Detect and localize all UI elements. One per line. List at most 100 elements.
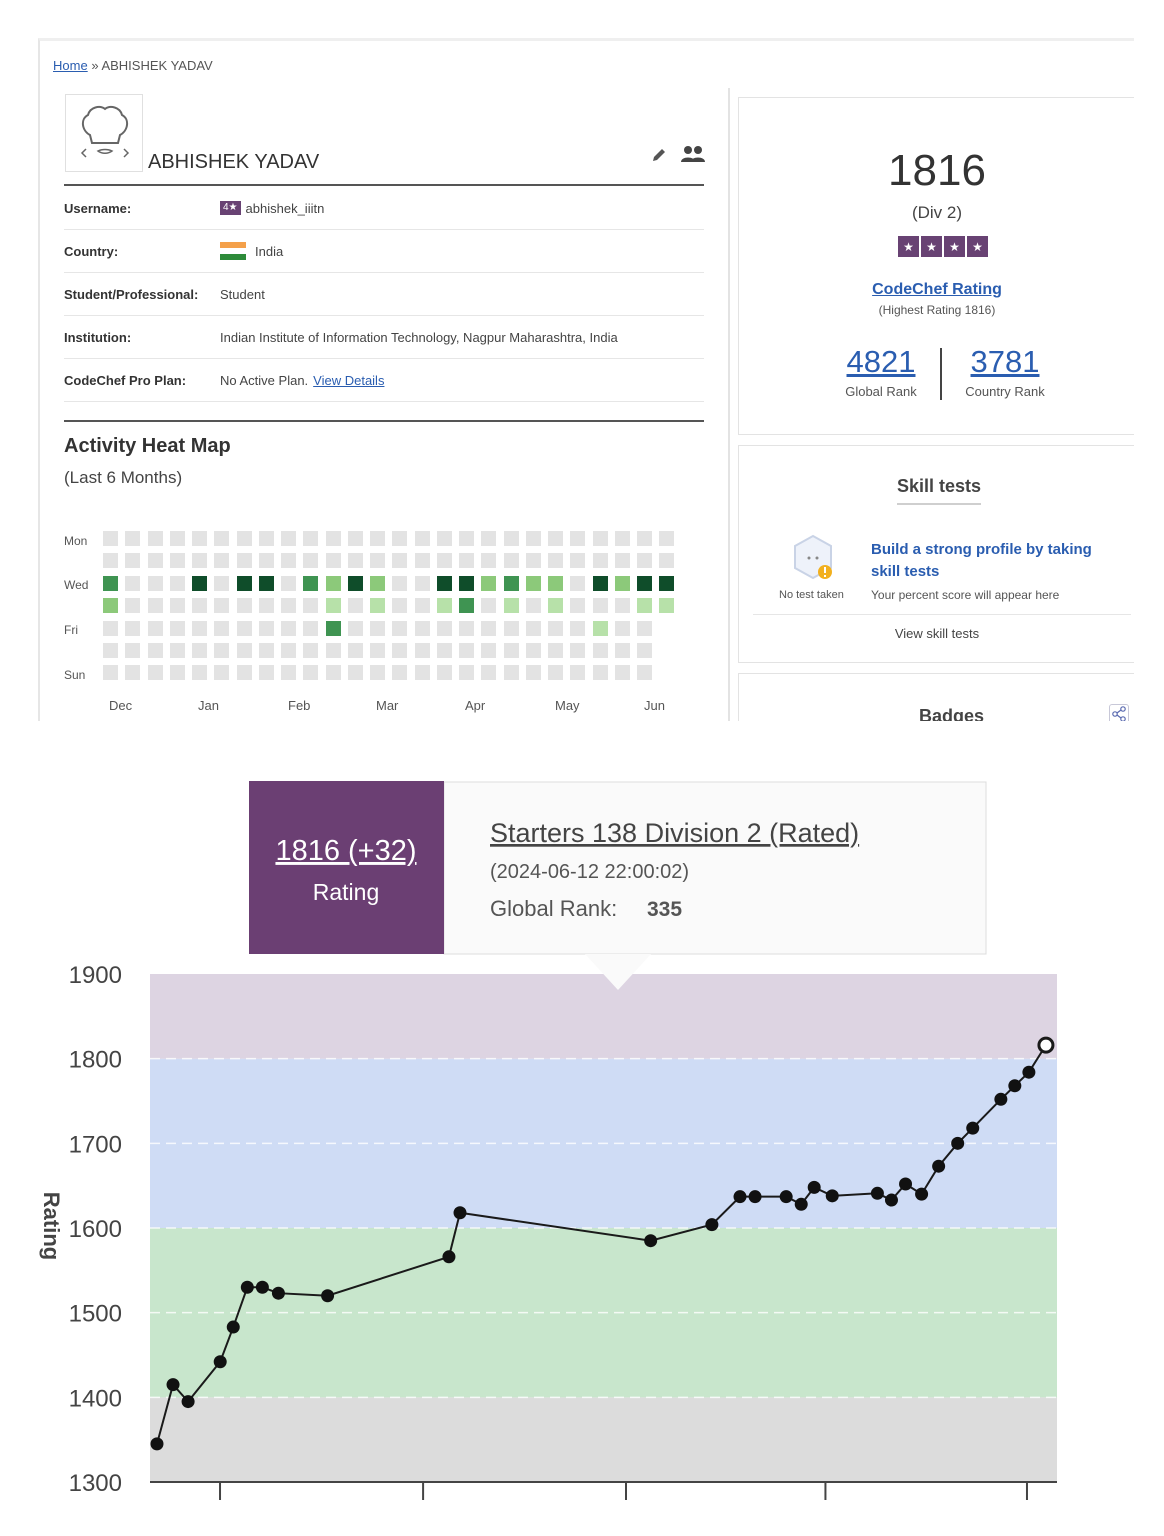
heatmap-title: Activity Heat Map [64,435,231,457]
heatmap-cell [503,620,519,636]
heatmap-cell [147,620,163,636]
heatmap-cell [169,665,185,681]
rating-point [899,1177,913,1191]
profile-card: ABHISHEK YADAV Username: 4★ abhishek_iii… [48,88,730,721]
heatmap-cell [459,643,474,658]
rating-point [884,1193,898,1207]
detail-row-username: Username: 4★ abhishek_iiitn [64,187,704,230]
heatmap-cell [281,575,296,591]
heatmap-cell [347,531,363,546]
heatmap-cell [192,665,207,681]
heatmap-cell [592,643,608,658]
heatmap-cell [459,620,474,636]
heatmap-cell [525,598,541,614]
rating-point [150,1437,164,1451]
heatmap-cell [503,575,519,591]
global-rank-label: Global Rank [845,384,917,399]
detail-key: CodeChef Pro Plan: [64,372,187,388]
heatmap-cell [614,598,630,614]
heatmap-cell [637,643,652,658]
heatmap-cell [481,531,497,546]
tooltip-rank-value: 335 [647,898,682,921]
codechef-rating-link[interactable]: CodeChef Rating [872,281,1002,298]
heatmap-cell [325,665,341,681]
pencil-edit-icon[interactable] [650,146,668,164]
star-icon: ★ [967,236,988,257]
heatmap-cell [548,620,563,636]
heatmap-day-label: Fri [64,623,78,637]
heatmap-cell [147,598,163,614]
heatmap-cell [347,553,363,569]
heatmap-cell [325,620,341,636]
profile-screenshot: Home » ABHISHEK YADAV ABHISHEK YADAV Use… [38,38,1134,721]
heatmap-cell [570,598,586,614]
rating-point [240,1280,254,1294]
heatmap-cell [570,531,586,546]
heatmap-cell [459,598,474,614]
heatmap-cell [281,598,296,614]
heatmap-cell [392,620,408,636]
heatmap-cell [414,598,430,614]
global-rank-link[interactable]: 4821 [846,344,916,379]
heatmap-cell [503,531,519,546]
detail-key: Username: [64,200,132,216]
heatmap-subtitle: (Last 6 Months) [64,468,183,487]
heatmap-cell [459,553,474,569]
rating-point [644,1234,658,1248]
breadcrumb-current: ABHISHEK YADAV [101,58,213,73]
rating-band [150,1397,1057,1482]
heatmap-cell [614,575,630,591]
tooltip-contest-name[interactable]: Starters 138 Division 2 (Rated) [490,818,859,848]
rating-card: 1816 (Div 2) ★ ★ ★ ★ CodeChef Rating (Hi… [738,97,1134,435]
skill-tests-headline[interactable]: Build a strong profile by taking skill t… [871,541,1092,580]
star-icon: ★ [898,236,919,257]
friends-icon[interactable] [681,144,705,164]
global-rank: 4821 Global Rank [811,344,951,399]
heatmap-cell [192,620,207,636]
heatmap-cell [303,598,319,614]
heatmap-cell [258,553,274,569]
view-details-link[interactable]: View Details [313,372,385,388]
heatmap-cell [325,553,341,569]
heatmap-cell [503,553,519,569]
detail-row-institution: Institution: Indian Institute of Informa… [64,316,704,359]
heatmap-cell [392,598,408,614]
detail-key: Institution: [64,329,132,345]
heatmap-cell [370,665,385,681]
share-icon[interactable] [1109,704,1129,721]
heatmap-cell [548,643,563,658]
heatmap-cell [169,575,185,591]
heatmap-cell [370,553,385,569]
heatmap-cell [659,553,675,569]
country-rank-link[interactable]: 3781 [970,344,1040,379]
heatmap-cell [614,531,630,546]
y-tick-label: 1400 [69,1385,122,1412]
heatmap-cell [169,643,185,658]
detail-value: India [220,242,283,260]
rating-point [748,1190,762,1204]
heatmap-cell [103,620,118,636]
heatmap-cell [147,531,163,546]
heatmap-cell [169,553,185,569]
heatmap-cell [592,598,608,614]
heatmap-cell [637,665,652,681]
heatmap-cell [347,665,363,681]
heatmap-cell [303,553,319,569]
heatmap-cell [614,643,630,658]
heatmap-cell [592,553,608,569]
view-skill-tests-link[interactable]: View skill tests [894,626,980,641]
heatmap-cell [103,531,118,546]
heatmap-cell [592,575,608,591]
detail-key: Student/Professional: [64,286,199,302]
heatmap-cell [214,620,230,636]
rating-point [453,1206,467,1220]
heatmap-cell [525,643,541,658]
skill-tests-card: Skill tests No test taken Build a strong… [738,445,1134,663]
heatmap-cell [214,665,230,681]
heatmap-cell [592,665,608,681]
rating-graph-screenshot: 1300 1400 1500 1600 1700 1800 1900 Rating 1816… [0,762,1164,1536]
tooltip-rating-value[interactable]: 1816 (+32) [275,835,416,867]
heatmap-cell [614,553,630,569]
breadcrumb-home-link[interactable]: Home [53,58,88,73]
no-test-taken-label: No test taken [779,589,844,601]
